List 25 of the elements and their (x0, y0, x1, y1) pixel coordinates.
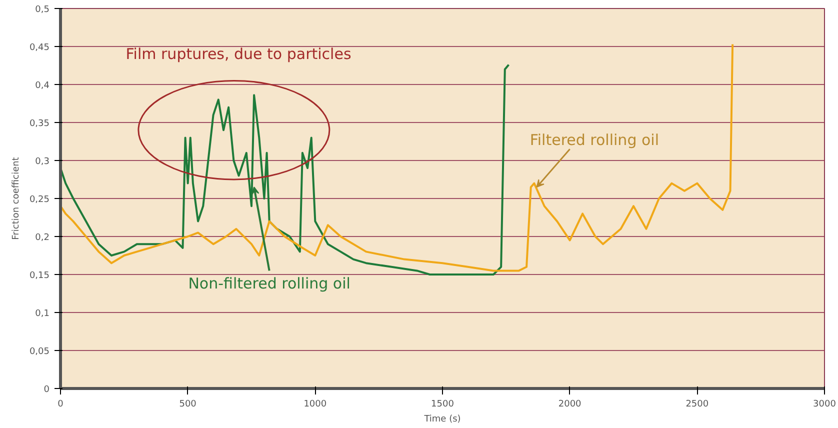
x-tick-label: 0 (58, 400, 64, 410)
x-tick-label: 2500 (686, 400, 709, 410)
x-tick-label: 3000 (813, 400, 836, 410)
annotation: Non-filtered rolling oil (188, 274, 350, 293)
annotation: Film ruptures, due to particles (126, 45, 352, 64)
y-tick-label: 0,4 (35, 81, 50, 91)
y-tick-label: 0,2 (35, 233, 50, 243)
x-tick-label: 1000 (304, 400, 327, 410)
y-tick-label: 0,5 (35, 5, 50, 15)
x-tick-label: 2000 (558, 400, 582, 410)
line-series (60, 64, 510, 276)
y-tick-label: 0,45 (29, 43, 50, 53)
x-tick-label: 1500 (431, 400, 454, 410)
x-axis-title: Time (s) (423, 414, 461, 424)
y-tick-label: 0,15 (29, 271, 50, 281)
y-tick-label: 0 (44, 385, 50, 395)
y-axis-title: Friction coefficient (11, 156, 22, 240)
x-tick-label: 500 (179, 400, 197, 410)
y-tick-label: 0,1 (35, 309, 50, 319)
y-tick-label: 0,05 (29, 347, 50, 357)
line-series (60, 43, 734, 272)
y-tick-label: 0,25 (29, 195, 50, 205)
y-tick-label: 0,35 (29, 119, 50, 129)
annotation: Filtered rolling oil (530, 131, 660, 150)
y-tick-label: 0,3 (35, 157, 50, 167)
